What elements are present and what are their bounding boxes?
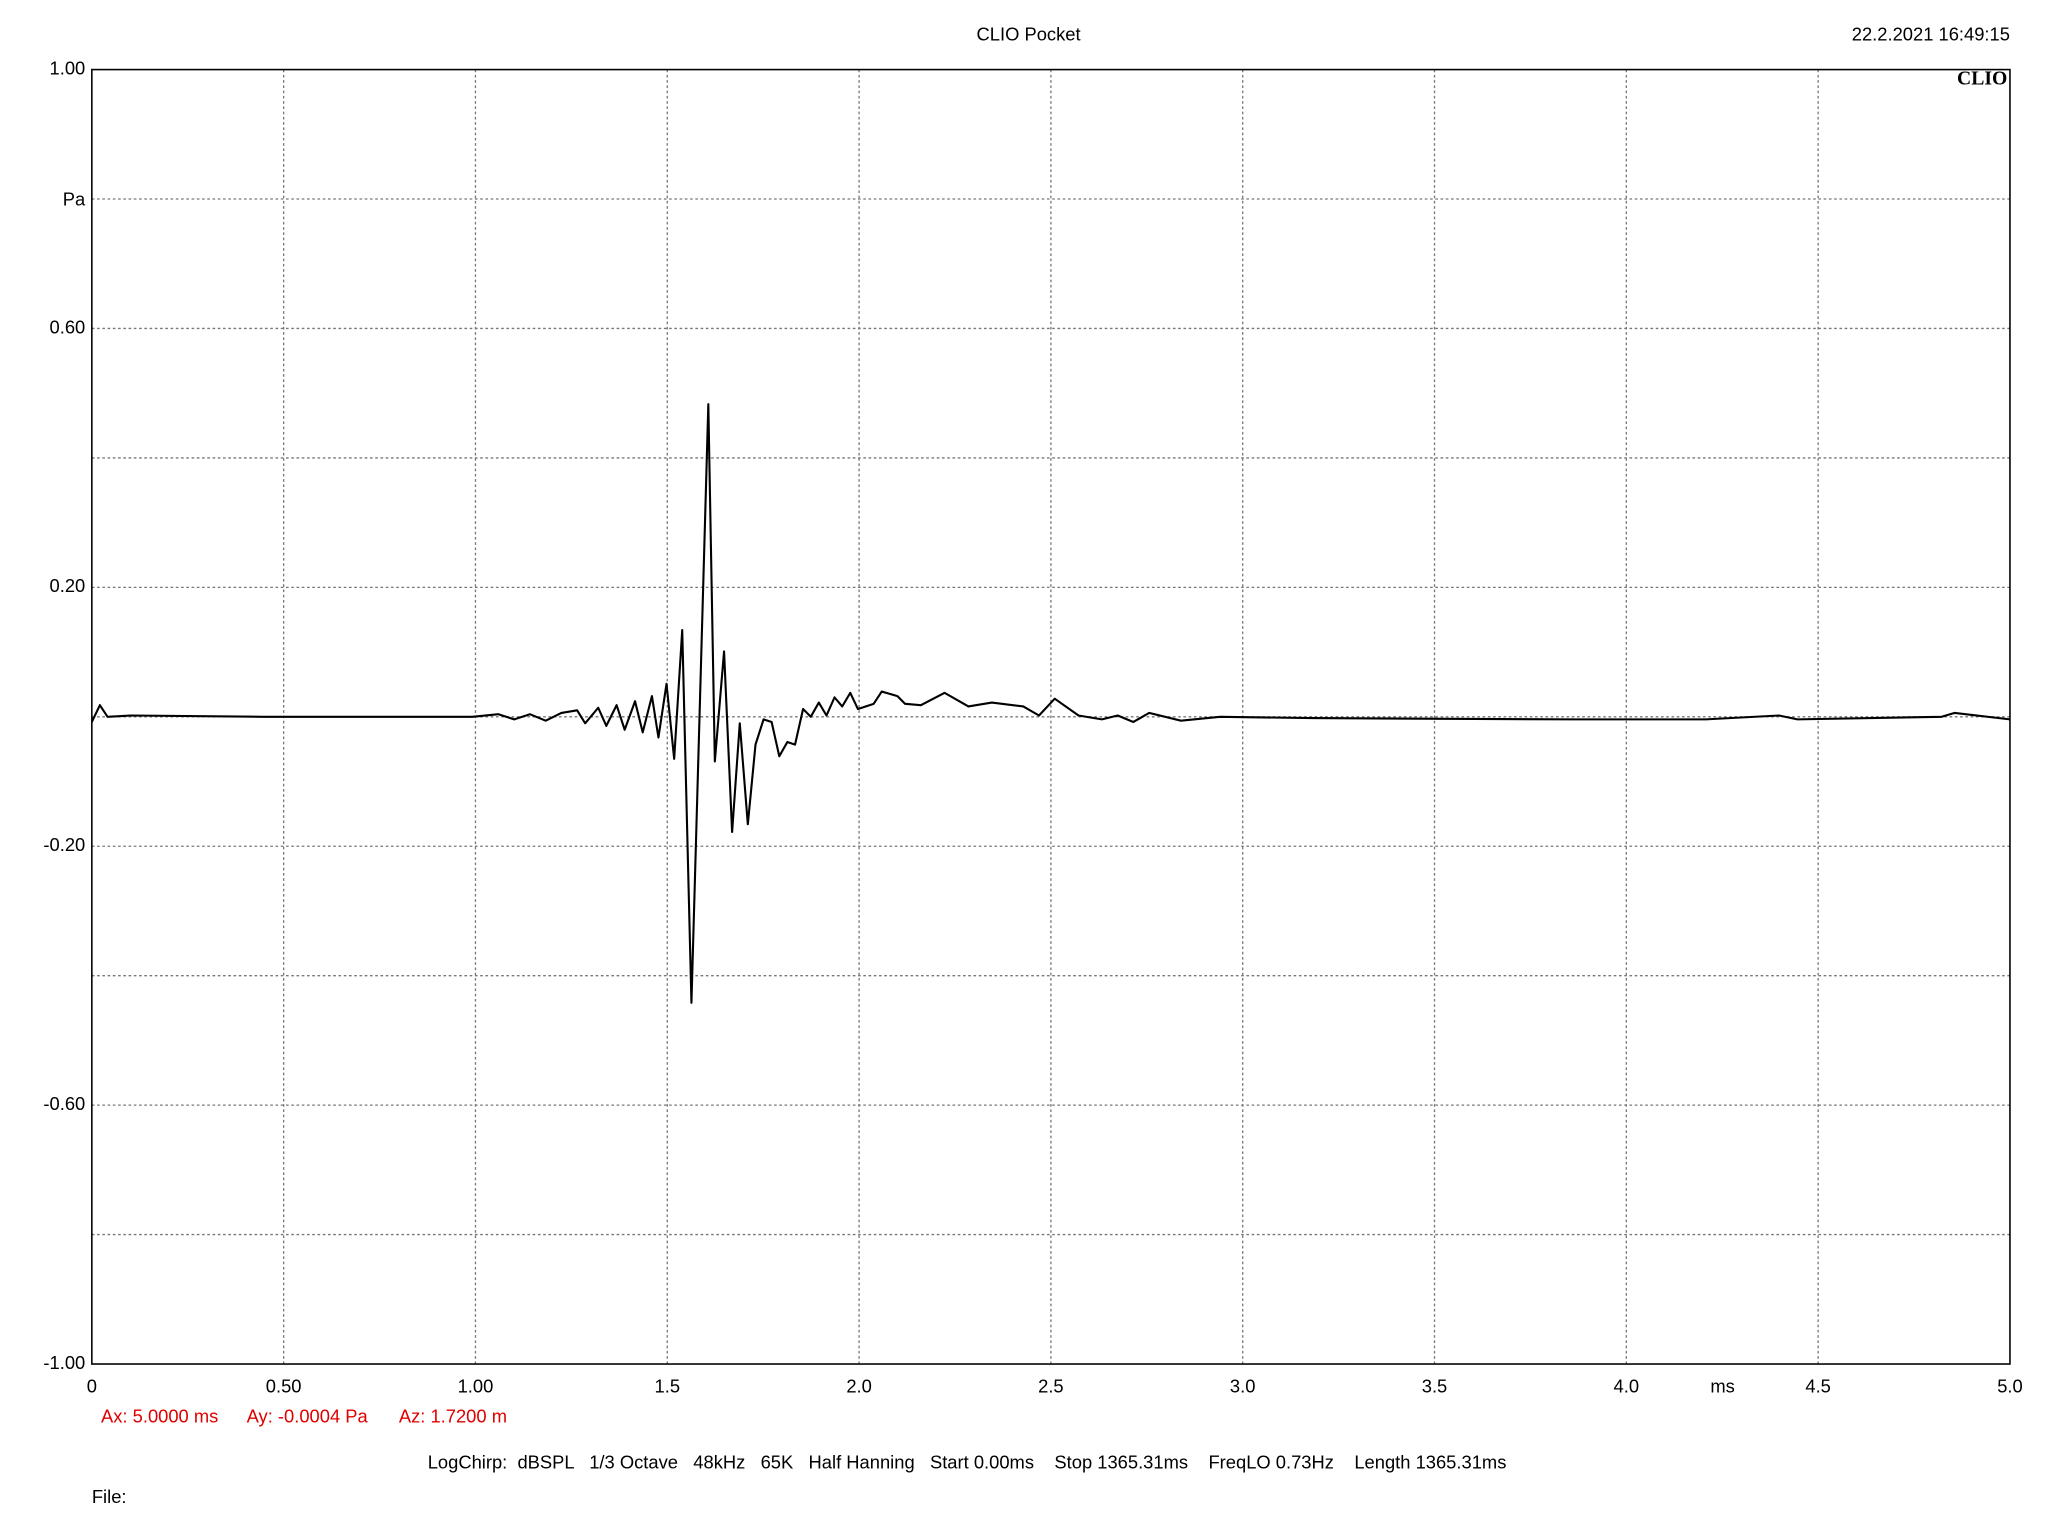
x-tick-label: 0.50 [266,1376,302,1397]
x-tick-label: 4.5 [1805,1376,1831,1397]
y-tick-label: -0.60 [43,1093,85,1114]
x-tick-label: 1.5 [655,1376,681,1397]
x-tick-label: 3.0 [1230,1376,1256,1397]
cursor-z: Az: 1.7200 m [399,1406,507,1427]
y-tick-label: -1.00 [43,1352,85,1373]
x-tick-label: 2.0 [846,1376,872,1397]
x-tick-label: 5.0 [1997,1376,2023,1397]
x-tick-label: 2.5 [1038,1376,1064,1397]
settings: LogChirp: dBSPL 1/3 Octave 48kHz 65K Hal… [428,1452,1507,1473]
y-tick-label: -0.20 [43,834,85,855]
x-tick-label: 0 [87,1376,97,1397]
timestamp: 22.2.2021 16:49:15 [1852,23,2010,44]
file-label: File: [92,1486,127,1507]
x-tick-label: 3.5 [1422,1376,1448,1397]
y-tick-label: 1.00 [50,57,86,78]
cursor-y: Ay: -0.0004 Pa [247,1406,369,1427]
y-tick-label: 0.60 [50,316,86,337]
x-axis-label: ms [1710,1376,1734,1397]
data-line [90,403,2011,1004]
y-tick-label: 0.20 [50,575,86,596]
x-tick-label: 4.0 [1614,1376,1640,1397]
x-tick-label: 1.00 [458,1376,494,1397]
plot-frame [91,68,2011,1365]
cursor-x: Ax: 5.0000 ms [101,1406,218,1427]
logo: CLIO [1957,68,2007,90]
chart-title: CLIO Pocket [977,23,1081,44]
y-axis-label: Pa [63,189,86,210]
